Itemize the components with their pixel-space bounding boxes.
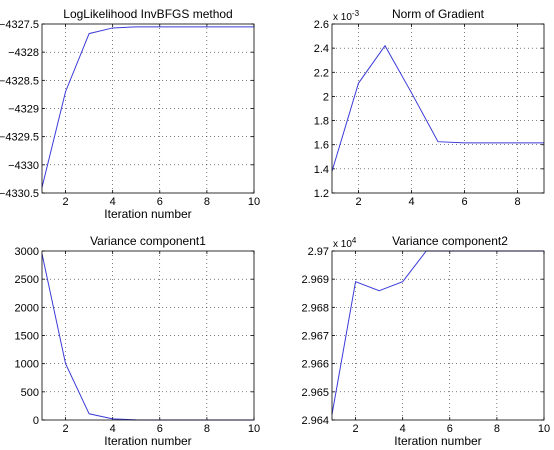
x-tick-label: 6 [461,196,467,208]
axes-frame [41,23,255,194]
axes-frame [41,250,255,421]
y-tick-label: 2.967 [301,331,329,343]
y-tick-label: −4330 [8,160,39,172]
y-tick-label: 2500 [15,274,39,286]
y-tick-label: 1.2 [314,188,329,200]
series-line [41,26,254,188]
subplot-title: Norm of Gradient [392,7,485,21]
x-tick-label: 2 [352,423,358,435]
y-tick-label: 2 [323,91,329,103]
exponent-base: x 10 [333,239,352,250]
subplot-2: 2 4 6 8 1.2 1.4 1.6 1.8 2 2.2 2.4 2.6 x 10-3 Norm of … [314,7,545,208]
x-tick-label: 8 [204,196,210,208]
exponent-power: -3 [352,9,360,18]
x-axis-label: Iteration number [394,434,481,448]
series-line [331,44,544,172]
axis-exponent: x 104 [333,236,357,250]
subplot-title: Variance component2 [392,234,508,248]
y-tick-label: −4328 [8,47,39,59]
y-tick-label: −4329 [8,104,39,116]
subplot-3: 2 4 6 8 10 0 500 1000 1500 2000 2500 3000 Variance c… [15,234,261,448]
subplot-1: 2 4 6 8 10 −4330.5 −4330 −4329.5 −4329 −4328.5 −43… [0,7,260,221]
x-tick-label: 4 [408,196,414,208]
exponent-base: x 10 [333,12,352,23]
y-tick-label: 2.4 [314,43,329,55]
plot-area [332,24,544,193]
y-tick-label: 1.4 [314,164,329,176]
x-tick-label: 4 [400,423,406,435]
y-tick-label: 2.969 [301,274,329,286]
subplot-title: LogLikelihood InvBFGS method [63,7,232,21]
x-axis-label: Iteration number [104,434,191,448]
exponent-power: 4 [352,236,357,245]
y-tick-label: −4330.5 [0,188,39,200]
y-tick-label: 2000 [15,302,39,314]
x-tick-label: 2 [62,423,68,435]
x-axis-label: Iteration number [104,207,191,221]
axis-exponent: x 10-3 [333,9,360,23]
y-tick-label: −4329.5 [0,132,39,144]
y-tick-label: 2.965 [301,387,329,399]
x-tick-label: 10 [538,423,550,435]
y-tick-label: 1.8 [314,116,329,128]
x-tick-label: 8 [494,423,500,435]
y-tick-label: 2.97 [308,246,329,258]
x-tick-label: 2 [355,196,361,208]
y-tick-label: 2.2 [314,67,329,79]
y-tick-label: 500 [21,387,39,399]
y-tick-label: 1.6 [314,140,329,152]
axes-frame [331,250,545,421]
y-tick-label: −4327.5 [0,19,39,31]
x-tick-label: 8 [514,196,520,208]
subplot-4: 2 4 6 8 10 2.964 2.965 2.966 2.967 2.968 2.969 2.97… [301,234,550,448]
y-tick-label: 1500 [15,331,39,343]
y-tick-label: 2.964 [301,415,329,427]
x-tick-label: 4 [110,423,116,435]
subplot-title: Variance component1 [90,234,206,248]
y-tick-label: 1000 [15,359,39,371]
x-tick-label: 10 [248,423,260,435]
y-tick-label: 0 [33,415,39,427]
y-tick-label: 2.968 [301,302,329,314]
x-tick-label: 2 [62,196,68,208]
axes-frame [331,23,545,194]
x-tick-label: 6 [447,423,453,435]
x-tick-label: 4 [110,196,116,208]
x-tick-label: 6 [157,423,163,435]
y-tick-label: 3000 [15,246,39,258]
y-tick-label: −4328.5 [0,75,39,87]
x-tick-label: 10 [248,196,260,208]
x-tick-label: 8 [204,423,210,435]
y-tick-label: 2.966 [301,359,329,371]
x-tick-label: 6 [157,196,163,208]
y-tick-label: 2.6 [314,19,329,31]
